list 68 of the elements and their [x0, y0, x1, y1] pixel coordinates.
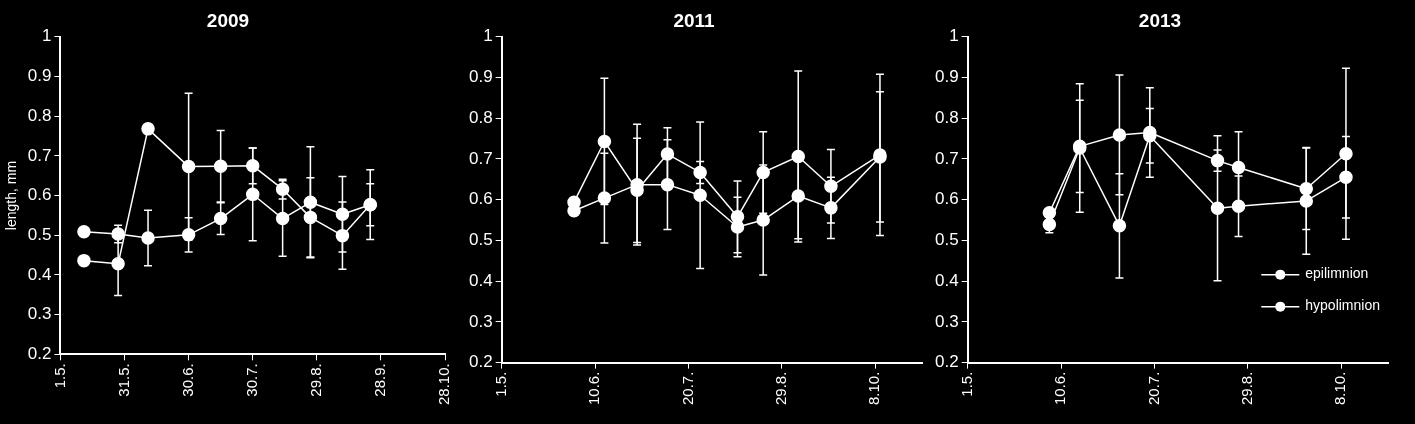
x-tick-label: 10.6.	[1051, 371, 1069, 406]
legend-label: hypolimnion	[1305, 297, 1381, 314]
y-tick-label: 0.6	[468, 189, 493, 209]
y-tick-label: 0.7	[468, 148, 493, 168]
y-tick-label: 1	[41, 26, 52, 46]
y-tick-label: 0.9	[27, 66, 52, 86]
x-tick-label: 10.6.	[585, 371, 603, 406]
x-tick-label: 29.8.	[1238, 371, 1256, 406]
y-tick-label: 0.9	[468, 67, 493, 87]
y-tick-label: 0.6	[934, 189, 959, 209]
y-tick-label: 0.5	[468, 230, 493, 250]
x-tick-label: 20.7.	[678, 371, 696, 406]
point	[213, 211, 228, 226]
x-tick-label: 8.10.	[1331, 371, 1349, 406]
y-tick-label: 0.6	[27, 185, 52, 205]
x-tick-label: 20.7.	[1144, 371, 1162, 406]
y-tick-label: 0.9	[934, 67, 959, 87]
y-axis-title: length, mm	[3, 160, 20, 231]
y-tick-label: 0.4	[468, 270, 493, 290]
x-tick-label: 28.9.	[371, 363, 389, 397]
point	[1210, 201, 1225, 216]
y-tick-label: 0.8	[468, 107, 493, 127]
point	[181, 159, 196, 174]
point	[213, 159, 228, 173]
point	[1112, 219, 1127, 233]
point	[245, 187, 260, 202]
y-tick-label: 0.2	[27, 343, 52, 363]
point	[77, 224, 91, 239]
point	[275, 211, 290, 226]
legend-label: epilimnion	[1305, 265, 1369, 282]
y-tick-label: 0.2	[468, 352, 493, 372]
x-tick-label: 1.5.	[491, 371, 509, 397]
point	[303, 195, 318, 210]
y-tick-label: 0.3	[27, 304, 52, 324]
x-tick-label: 30.7.	[242, 363, 260, 397]
x-tick-label: 1.5.	[957, 371, 975, 397]
y-tick-label: 0.7	[934, 148, 959, 168]
point	[77, 253, 91, 268]
x-tick-label: 8.10.	[865, 371, 883, 406]
x-tick-label: 28.10.	[435, 363, 453, 406]
y-tick-label: 1	[483, 26, 493, 46]
y-tick-label: 0.3	[468, 311, 493, 331]
point	[335, 207, 350, 221]
chart-title: 2011	[673, 9, 716, 31]
y-tick-label: 0.5	[934, 230, 959, 250]
x-tick-label: 29.8.	[306, 363, 324, 397]
y-tick-label: 0.8	[934, 107, 959, 127]
point	[303, 210, 318, 225]
y-tick-label: 0.2	[934, 352, 959, 372]
y-tick-label: 0.7	[27, 145, 52, 165]
point	[567, 195, 581, 209]
point	[1210, 153, 1225, 168]
y-tick-label: 1	[949, 26, 959, 46]
chart-title: 2013	[1138, 9, 1182, 31]
point	[335, 228, 350, 243]
point	[597, 134, 612, 149]
chart-title: 2009	[206, 9, 250, 31]
y-tick-label: 0.4	[27, 264, 52, 284]
y-tick-label: 0.5	[27, 224, 52, 244]
x-tick-label: 1.5.	[50, 363, 68, 389]
x-tick-label: 30.6.	[178, 363, 196, 397]
x-tick-label: 31.5.	[114, 363, 132, 397]
y-tick-label: 0.8	[27, 105, 52, 125]
y-tick-label: 0.4	[934, 270, 959, 290]
y-tick-label: 0.3	[934, 311, 959, 331]
point	[1042, 206, 1057, 220]
point	[141, 122, 155, 136]
x-tick-label: 29.8.	[772, 371, 790, 406]
